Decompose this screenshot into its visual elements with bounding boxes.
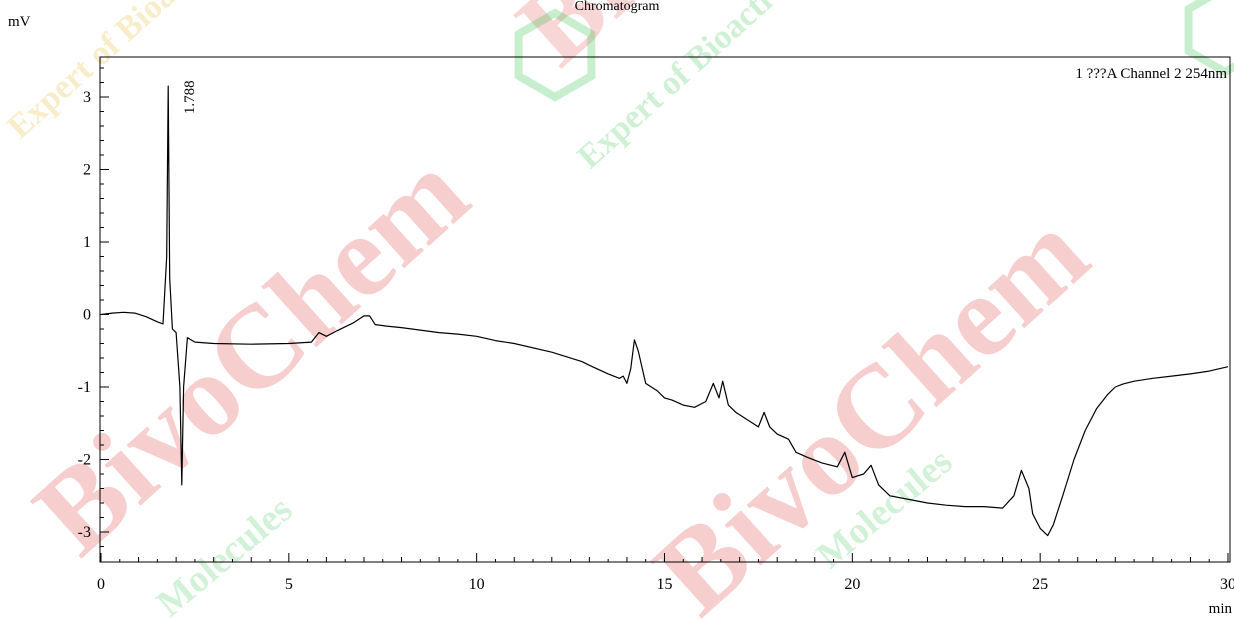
- x-axis-tick-label: 10: [469, 576, 485, 593]
- y-axis-unit-label: mV: [8, 14, 31, 30]
- x-axis-tick-label: 5: [285, 576, 293, 593]
- peak-retention-label: 1.788: [182, 80, 198, 114]
- x-axis-tick-label: 0: [97, 576, 105, 593]
- axis-tick-labels: 0 5 10 15 20 25 30 -3 -2 -1 0 1 2 3: [78, 89, 1234, 593]
- legend-label: 1 ???A Channel 2 254nm: [1075, 66, 1227, 82]
- x-axis-tick-label: 15: [657, 576, 673, 593]
- y-axis-tick-label: 0: [83, 307, 91, 324]
- y-axis-tick-label: 1: [83, 234, 91, 251]
- watermark-text: Expert of Bioactive Molecules: [1, 0, 348, 146]
- y-axis-tick-label: 2: [83, 162, 91, 179]
- y-axis-tick-label: 3: [83, 89, 91, 106]
- y-axis-tick-label: -1: [78, 379, 91, 396]
- x-axis-tick-label: 25: [1032, 576, 1048, 593]
- y-axis-tick-label: -2: [78, 452, 91, 469]
- watermark-hexagon-logo: [514, 8, 596, 102]
- chart-title: Chromatogram: [575, 0, 660, 14]
- x-axis-unit-label: min: [1209, 601, 1233, 617]
- watermark-hexagon-logo: [1184, 0, 1234, 77]
- x-axis-tick-label: 20: [844, 576, 860, 593]
- chromatogram-trace: [100, 85, 1229, 537]
- y-axis-tick-label: -3: [78, 524, 91, 541]
- axis-ticks: [100, 67, 1229, 562]
- x-axis-tick-label: 30: [1220, 576, 1234, 593]
